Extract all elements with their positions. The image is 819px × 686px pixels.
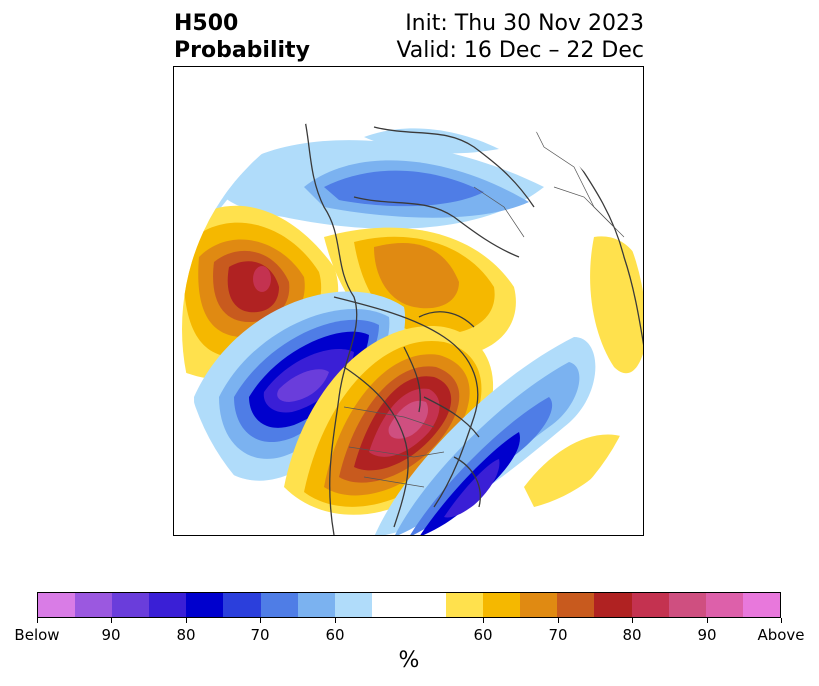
colorbar-segment [38,593,76,617]
colorbar-tick-label: Below [14,626,60,644]
colorbar-segment [149,593,187,617]
colorbar-segment [631,593,669,617]
colorbar-segment [520,593,558,617]
colorbar-tick-label: 80 [622,626,642,644]
colorbar-segment [223,593,261,617]
colorbar-tick-label: 60 [473,626,493,644]
borders [343,106,625,488]
colorbar-segment [668,593,706,617]
colorbar-tick-label: 90 [697,626,717,644]
date-info: Init: Thu 30 Nov 2023 Valid: 16 Dec – 22… [396,10,644,64]
colorbar-tick-mark [260,618,261,623]
colorbar-tick-label: 70 [250,626,270,644]
above-anomaly-asia [590,236,643,374]
colorbar-segment [742,593,780,617]
colorbar-tick-mark [781,618,782,623]
above-anomaly-atlantic [524,434,624,507]
colorbar-segment [594,593,632,617]
probability-map [173,66,644,536]
colorbar-unit: % [398,648,420,673]
init-date: Init: Thu 30 Nov 2023 [405,11,644,36]
colorbar-segment [260,593,298,617]
colorbar-tick-label: 60 [325,626,345,644]
colorbar-tick-mark [632,618,633,623]
colorbar-segment [297,593,335,617]
colorbar-tick-mark [186,618,187,623]
colorbar-segment [371,593,409,617]
colorbar-segment [75,593,113,617]
colorbar-segment [705,593,743,617]
valid-range: Valid: 16 Dec – 22 Dec [396,38,644,63]
colorbar-segment [186,593,224,617]
colorbar-tick-mark [335,618,336,623]
colorbar-tick-label: 90 [101,626,121,644]
colorbar-segment [483,593,521,617]
title-line-1: H500 [174,11,239,36]
below-anomaly-atlantic [374,337,596,535]
colorbar-segment [112,593,150,617]
colorbar-tick-label: 70 [548,626,568,644]
colorbar-segment [446,593,484,617]
colorbar [37,592,781,618]
map-title: H500 Probability [174,10,310,64]
colorbar-tick-mark [111,618,112,623]
title-line-2: Probability [174,38,310,63]
colorbar-tick-label: 80 [176,626,196,644]
colorbar-tick-mark [37,618,38,623]
colorbar-tick-label: Above [757,626,805,644]
map-svg [182,97,643,535]
colorbar-segment [334,593,372,617]
below-anomaly-west [194,291,406,481]
colorbar-tick-mark [707,618,708,623]
colorbar-segment [408,593,447,617]
colorbar-tick-mark [483,618,484,623]
colorbar-tick-mark [558,618,559,623]
colorbar-segment [557,593,595,617]
